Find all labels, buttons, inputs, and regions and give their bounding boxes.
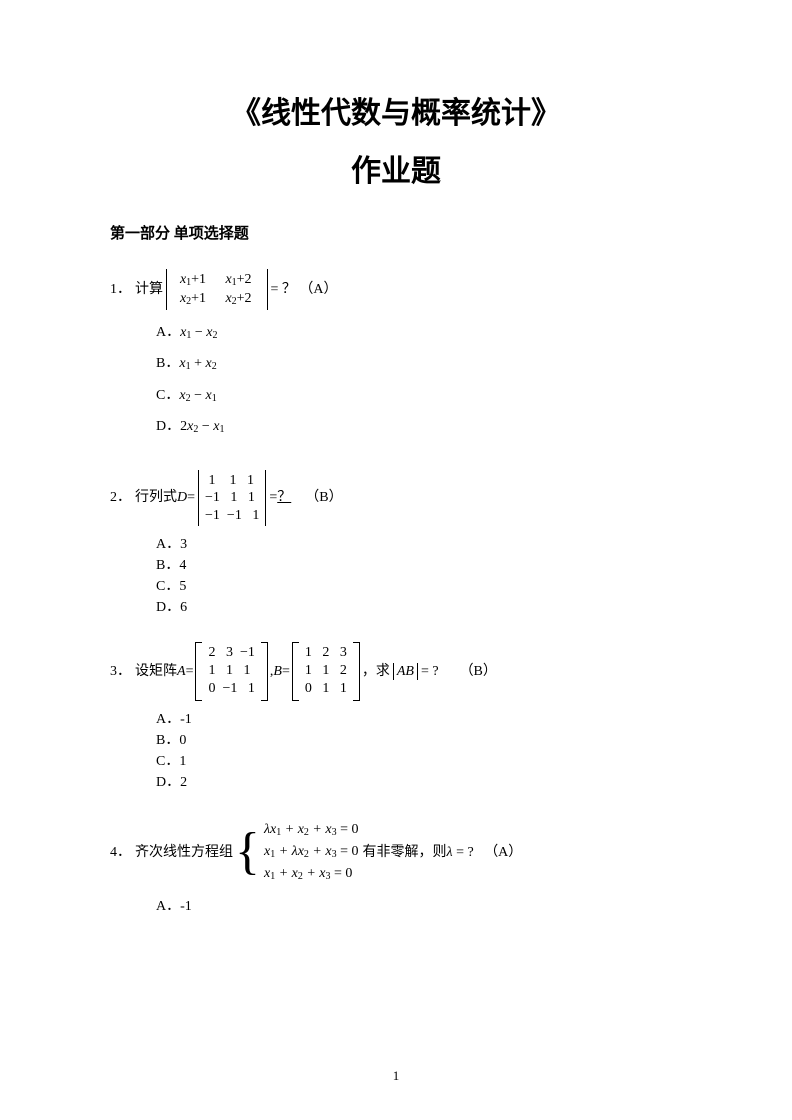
q1-determinant: x1+1 x1+2 x2+1 x2+2 (166, 269, 268, 310)
q1-suffix: = ？ （A） (271, 277, 338, 302)
q2-number: 2． (110, 485, 131, 510)
doc-title: 《线性代数与概率统计》 (110, 90, 682, 138)
q3-option-b: B．0 (156, 730, 682, 751)
q1-option-b: B．x1 + x2 (156, 349, 682, 378)
q2-options: A．3 B．4 C．5 D．6 (156, 534, 682, 618)
q3-matrix-b: 1 2 3 1 1 2 0 1 1 (292, 642, 360, 701)
q3-matrix-a: 2 3 −1 1 1 1 0 −1 1 (195, 642, 267, 701)
q1-options: A．x1 − x2 B．x1 + x2 C．x2 − x1 D．2x2 − x1 (156, 318, 682, 442)
q4-number: 4． (110, 840, 131, 865)
q1-option-a: A．x1 − x2 (156, 318, 682, 347)
section-header: 第一部分 单项选择题 (110, 222, 682, 243)
q3-B: B (273, 659, 282, 684)
q3-det-ab: AB (393, 663, 418, 681)
question-3: 3． 设矩阵 A = 2 3 −1 1 1 1 0 −1 1 , B = (110, 642, 682, 701)
q3-A: A (177, 659, 186, 684)
q2-option-d: D．6 (156, 597, 682, 618)
q2-option-c: C．5 (156, 576, 682, 597)
q4-options: A．-1 (156, 896, 682, 917)
q3-number: 3． (110, 659, 131, 684)
q3-options: A．-1 B．0 C．1 D．2 (156, 709, 682, 793)
q2-determinant: 1 1 1 −1 1 1 −1 −1 1 (198, 470, 266, 527)
q4-prefix: 齐次线性方程组 (135, 840, 233, 865)
q1-option-d: D．2x2 − x1 (156, 412, 682, 441)
q1-prefix: 计算 (135, 277, 163, 302)
doc-subtitle: 作业题 (110, 146, 682, 190)
q2-eq: = (187, 485, 195, 510)
q2-option-b: B．4 (156, 555, 682, 576)
q3-prefix: 设矩阵 (135, 659, 177, 684)
q2-eq2: = (269, 485, 277, 510)
q3-eq1: = (186, 659, 194, 684)
page-content: 《线性代数与概率统计》 作业题 第一部分 单项选择题 1． 计算 x1+1 x1… (0, 0, 792, 957)
q2-answer: （B） (291, 485, 342, 510)
q3-tail: = ? （B） (421, 659, 497, 684)
q3-eq2: = (282, 659, 290, 684)
q2-option-a: A．3 (156, 534, 682, 555)
q4-option-a: A．-1 (156, 896, 682, 917)
q2-prefix: 行列式 (135, 485, 177, 510)
q3-option-a: A．-1 (156, 709, 682, 730)
q4-system: { λx1 + x2 + x3 = 0 x1 + λx2 + x3 = 0 x1… (235, 817, 361, 888)
q3-option-d: D．2 (156, 772, 682, 793)
q3-mid: ，求 (362, 659, 390, 684)
q2-D: D (177, 485, 187, 510)
q4-tail: = ? （A） (453, 840, 523, 865)
q4-mid: 有非零解，则 (363, 840, 447, 865)
q2-blank: ？ (277, 485, 291, 510)
q1-option-c: C．x2 − x1 (156, 381, 682, 410)
page-number: 1 (0, 1068, 792, 1084)
q1-number: 1． (110, 277, 131, 302)
question-1: 1． 计算 x1+1 x1+2 x2+1 x2+2 = ？ （A） (110, 269, 682, 310)
question-2: 2． 行列式 D = 1 1 1 −1 1 1 −1 −1 1 = ？ （B） (110, 470, 682, 527)
q3-option-c: C．1 (156, 751, 682, 772)
question-4: 4． 齐次线性方程组 { λx1 + x2 + x3 = 0 x1 + λx2 … (110, 817, 682, 888)
